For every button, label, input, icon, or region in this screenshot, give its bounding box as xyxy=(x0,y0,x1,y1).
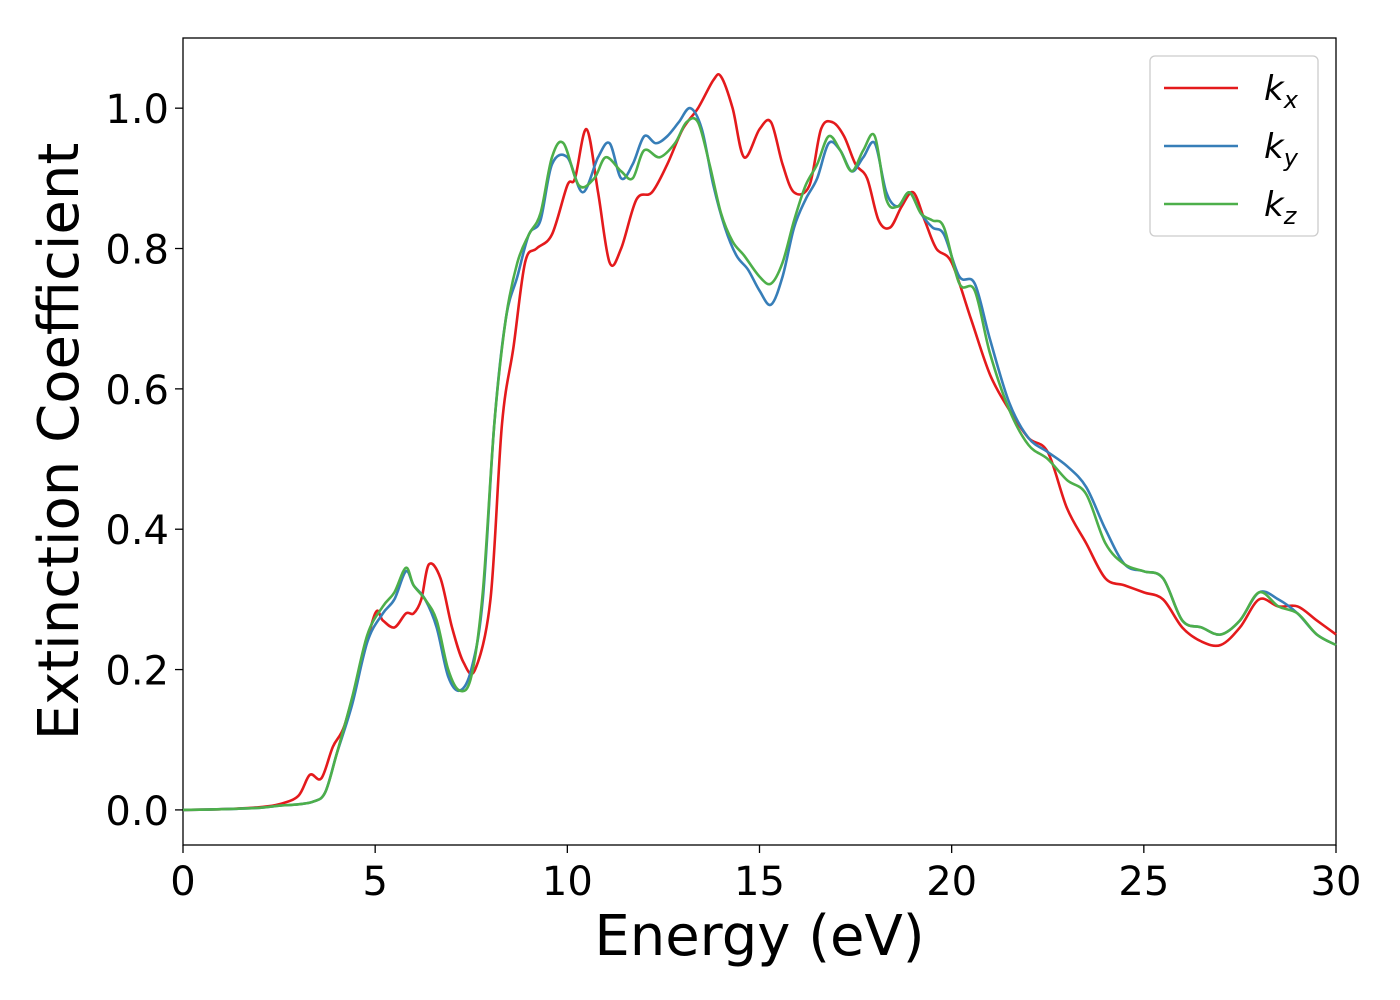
x-tick-label: 5 xyxy=(362,859,387,905)
y-tick-label: 0.2 xyxy=(105,649,169,695)
legend-label-kx: kx xyxy=(1264,69,1299,114)
x-tick-label: 15 xyxy=(734,859,785,905)
y-tick-label: 0.6 xyxy=(105,368,169,414)
x-axis-title: Energy (eV) xyxy=(594,904,924,969)
x-tick-label: 20 xyxy=(926,859,977,905)
series-line-kz xyxy=(182,116,1337,812)
x-tick-label: 10 xyxy=(542,859,593,905)
x-axis-ticks: 0 5 10 15 20 25 30 xyxy=(170,845,1361,905)
legend-items: kx ky kz xyxy=(1164,69,1299,230)
y-axis-title: Extinction Coefficient xyxy=(27,143,92,741)
series-line-kx xyxy=(182,72,1337,812)
x-tick-label: 0 xyxy=(170,859,195,905)
y-axis-ticks: 0.0 0.2 0.4 0.6 0.8 1.0 xyxy=(105,87,183,835)
series-layer xyxy=(182,72,1337,812)
y-tick-label: 0.4 xyxy=(105,508,169,554)
legend-label-kz: kz xyxy=(1264,185,1298,230)
x-tick-label: 25 xyxy=(1118,859,1169,905)
legend: kx ky kz xyxy=(1149,55,1319,237)
y-tick-label: 0.0 xyxy=(105,789,169,835)
y-tick-label: 1.0 xyxy=(105,87,169,133)
x-tick-label: 30 xyxy=(1311,859,1362,905)
legend-label-ky: ky xyxy=(1264,127,1299,172)
y-tick-label: 0.8 xyxy=(105,228,169,274)
